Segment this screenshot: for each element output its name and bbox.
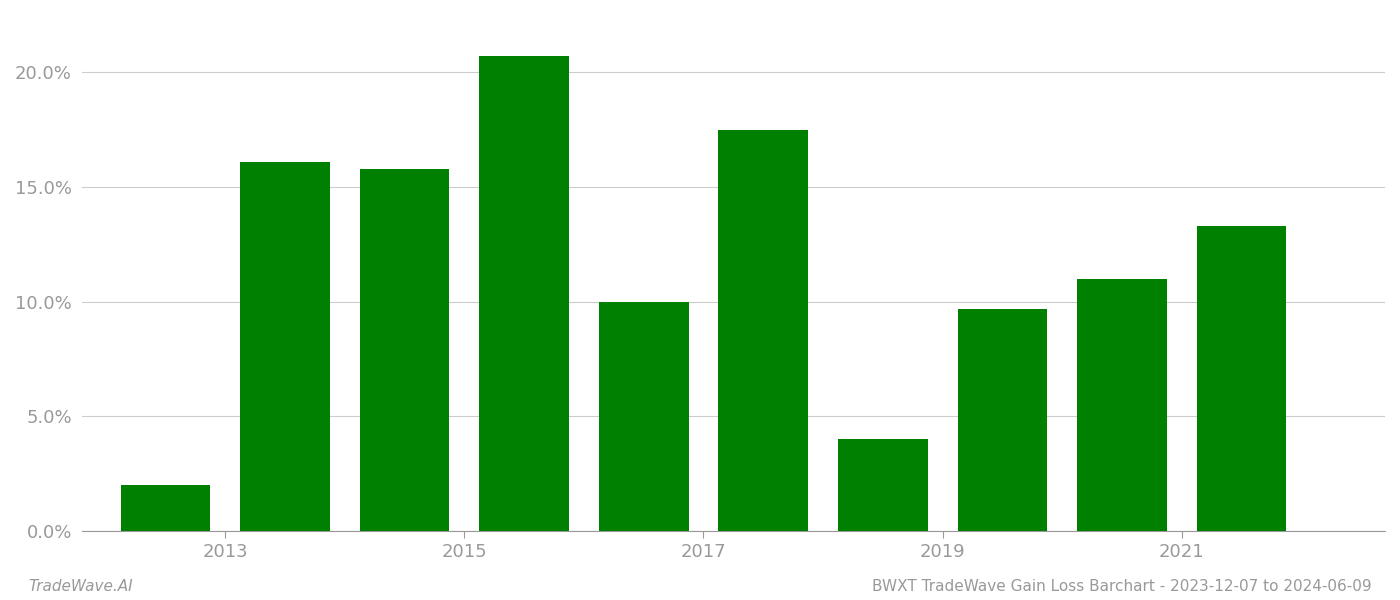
Bar (479, 56, 568, 531)
Bar (1077, 279, 1166, 531)
Bar (958, 308, 1047, 531)
Bar (599, 302, 689, 531)
Bar (718, 130, 808, 531)
Bar (241, 162, 330, 531)
Bar (1197, 226, 1287, 531)
Text: TradeWave.AI: TradeWave.AI (28, 579, 133, 594)
Bar (360, 169, 449, 531)
Bar (839, 439, 928, 531)
Bar (120, 485, 210, 531)
Text: BWXT TradeWave Gain Loss Barchart - 2023-12-07 to 2024-06-09: BWXT TradeWave Gain Loss Barchart - 2023… (872, 579, 1372, 594)
